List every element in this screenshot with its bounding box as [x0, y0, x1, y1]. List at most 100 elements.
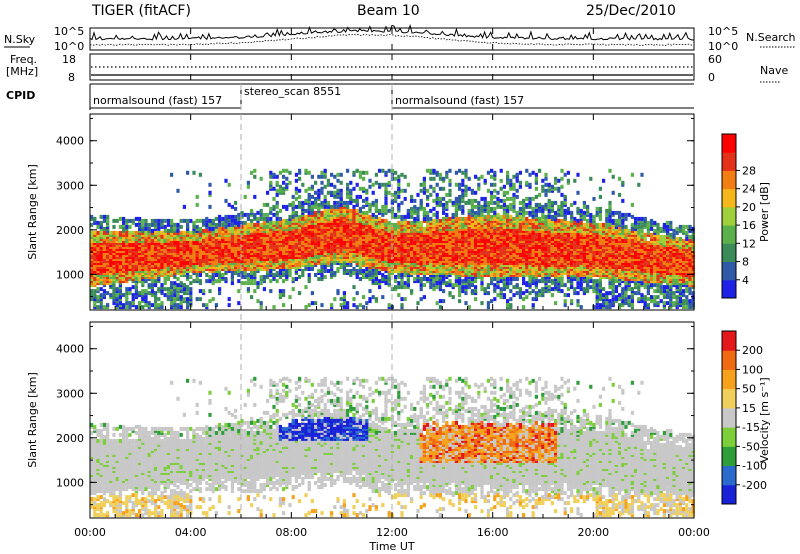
- power-cell: [326, 208, 330, 213]
- power-cell: [317, 192, 321, 197]
- power-cell: [221, 237, 225, 241]
- power-cell: [499, 273, 503, 277]
- power-cell: [445, 200, 449, 205]
- power-cell: [96, 295, 100, 300]
- power-cell: [307, 192, 311, 197]
- power-cell: [314, 190, 318, 195]
- power-cell: [269, 220, 273, 225]
- power-cell: [307, 279, 311, 284]
- power-cell: [355, 241, 359, 245]
- power-cell: [397, 241, 401, 245]
- power-cell: [240, 281, 244, 286]
- power-cell: [272, 172, 276, 177]
- power-cell: [128, 224, 132, 229]
- power-cell: [486, 200, 490, 205]
- power-cell: [294, 216, 298, 221]
- power-cell: [157, 218, 161, 223]
- power-cell: [416, 210, 420, 215]
- power-cell: [368, 184, 372, 189]
- power-cell: [355, 291, 359, 296]
- power-cell: [102, 218, 106, 223]
- power-cell: [291, 194, 295, 199]
- power-cell: [237, 279, 241, 284]
- power-cell: [291, 287, 295, 292]
- power-cell: [426, 214, 430, 219]
- power-cell: [102, 230, 106, 235]
- power-cell: [429, 237, 433, 241]
- power-cell: [422, 295, 426, 300]
- power-cell: [490, 299, 494, 304]
- power-cell: [358, 206, 362, 211]
- power-cell: [467, 208, 471, 213]
- power-cell: [301, 182, 305, 187]
- power-cell: [336, 237, 340, 241]
- power-cell: [512, 267, 516, 271]
- power-cell: [237, 273, 241, 277]
- power-cell: [109, 279, 113, 284]
- power-cell: [374, 180, 378, 185]
- power-cell: [323, 204, 327, 209]
- power-cell: [218, 273, 222, 277]
- power-cell: [186, 218, 190, 223]
- power-cell: [259, 281, 263, 286]
- power-cell: [122, 265, 126, 269]
- power-cell: [102, 226, 106, 231]
- power-cell: [419, 237, 423, 241]
- power-cell: [451, 237, 455, 241]
- power-cell: [230, 226, 234, 231]
- power-cell: [122, 279, 126, 284]
- power-cell: [125, 218, 129, 223]
- power-cell: [432, 186, 436, 191]
- power-cell: [406, 279, 410, 284]
- power-cell: [496, 226, 500, 231]
- power-cell: [506, 277, 510, 281]
- power-cell: [435, 301, 439, 306]
- power-cell: [413, 237, 417, 241]
- power-cell: [333, 192, 337, 197]
- power-cell: [336, 172, 340, 177]
- power-cell: [246, 267, 250, 271]
- power-cell: [323, 269, 327, 273]
- power-cell: [115, 293, 119, 298]
- power-cell: [176, 293, 180, 298]
- freq-tick-bottom: 8: [68, 71, 75, 84]
- power-cell: [422, 216, 426, 221]
- power-cell: [438, 285, 442, 290]
- power-cell: [438, 299, 442, 304]
- power-cell: [461, 216, 465, 221]
- power-cell: [112, 283, 116, 288]
- power-cell: [531, 297, 535, 302]
- power-cell: [406, 208, 410, 213]
- power-cell: [224, 198, 228, 203]
- power-cell: [384, 279, 388, 284]
- power-cell: [355, 194, 359, 199]
- power-cell: [522, 297, 526, 302]
- power-cell: [371, 212, 375, 217]
- power-cell: [131, 297, 135, 302]
- power-cell: [362, 204, 366, 209]
- power-cell: [323, 174, 327, 179]
- power-cell: [464, 184, 468, 189]
- power-cell: [96, 287, 100, 292]
- power-cell: [448, 279, 452, 284]
- power-cell: [330, 190, 334, 195]
- power-cell: [250, 237, 254, 241]
- power-cell: [368, 297, 372, 302]
- power-cell: [458, 237, 462, 241]
- power-cell: [323, 275, 327, 279]
- power-cell: [150, 257, 154, 261]
- power-cell: [163, 228, 167, 233]
- power-cell: [432, 198, 436, 203]
- power-cell: [368, 214, 372, 219]
- power-cell: [221, 253, 225, 257]
- power-cell: [317, 269, 321, 273]
- power-cell: [320, 180, 324, 185]
- power-cell: [490, 174, 494, 179]
- power-cell: [506, 237, 510, 241]
- power-cell: [403, 174, 407, 179]
- power-cell: [125, 287, 129, 292]
- power-cell: [531, 289, 535, 294]
- power-cell: [246, 180, 250, 185]
- power-cell: [230, 275, 234, 279]
- power-cell: [330, 204, 334, 209]
